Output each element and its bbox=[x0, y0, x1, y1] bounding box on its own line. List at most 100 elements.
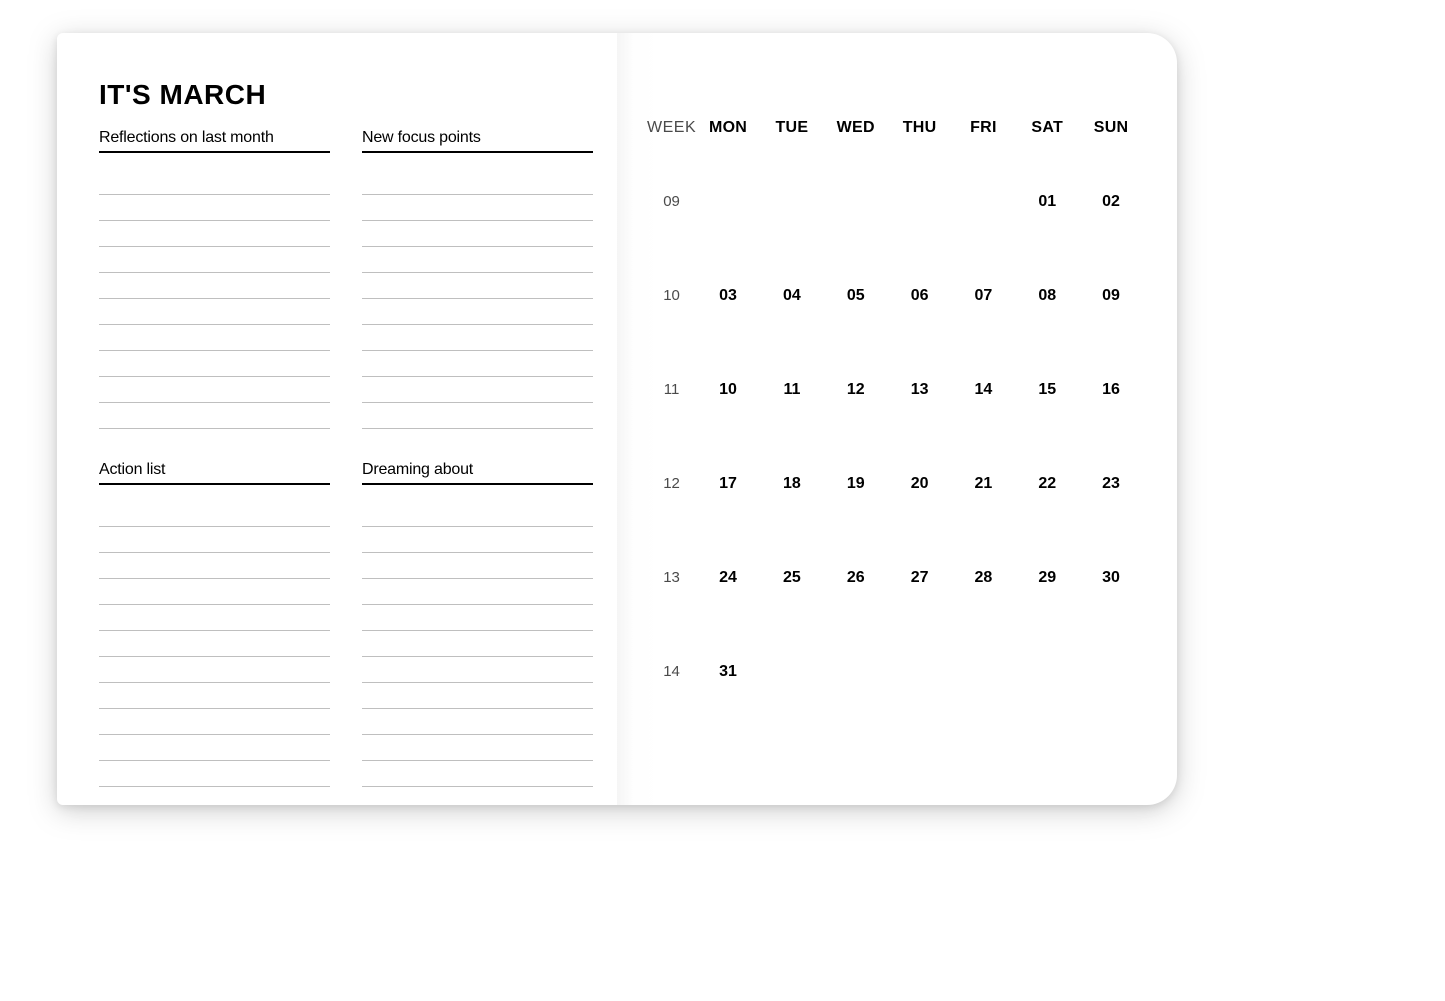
rule-line bbox=[362, 273, 593, 299]
calendar-cell: 04 bbox=[760, 241, 824, 335]
calendar-row: 1003040506070809 bbox=[647, 241, 1143, 335]
rule-line bbox=[99, 527, 330, 553]
writing-lines bbox=[362, 501, 593, 787]
rule-line bbox=[99, 377, 330, 403]
rule-line bbox=[362, 579, 593, 605]
calendar-cell: 15 bbox=[1015, 335, 1079, 429]
calendar-row: 1324252627282930 bbox=[647, 523, 1143, 617]
rule-line bbox=[362, 683, 593, 709]
rule-line bbox=[99, 247, 330, 273]
section-heading: Dreaming about bbox=[362, 461, 593, 485]
calendar-cell: 05 bbox=[824, 241, 888, 335]
section: Dreaming about bbox=[362, 461, 593, 787]
rule-line bbox=[362, 527, 593, 553]
writing-lines bbox=[99, 169, 330, 429]
rule-line bbox=[362, 325, 593, 351]
calendar-cell: 08 bbox=[1015, 241, 1079, 335]
calendar-cell-empty bbox=[952, 147, 1016, 241]
rule-line bbox=[99, 273, 330, 299]
rule-line bbox=[99, 501, 330, 527]
rule-line bbox=[362, 657, 593, 683]
calendar-cell: 23 bbox=[1079, 429, 1143, 523]
left-page: IT'S MARCH Reflections on last month New … bbox=[57, 33, 617, 805]
day-header: FRI bbox=[952, 119, 1016, 147]
right-page: WEEKMONTUEWEDTHUFRISATSUN 09010210030405… bbox=[617, 33, 1177, 805]
calendar-cell: 27 bbox=[888, 523, 952, 617]
rule-line bbox=[362, 709, 593, 735]
calendar-cell: 10 bbox=[696, 335, 760, 429]
calendar-cell-empty bbox=[760, 147, 824, 241]
writing-lines bbox=[362, 169, 593, 429]
calendar-cell-empty bbox=[952, 617, 1016, 711]
rule-line bbox=[362, 169, 593, 195]
planner-spread: IT'S MARCH Reflections on last month New … bbox=[57, 33, 1177, 805]
calendar-cell: 02 bbox=[1079, 147, 1143, 241]
calendar-cell: 30 bbox=[1079, 523, 1143, 617]
page-title: IT'S MARCH bbox=[99, 79, 593, 111]
day-header: SUN bbox=[1079, 119, 1143, 147]
rule-line bbox=[99, 351, 330, 377]
calendar-cell: 18 bbox=[760, 429, 824, 523]
week-header: WEEK bbox=[647, 119, 696, 147]
week-number: 09 bbox=[647, 147, 696, 241]
day-header: THU bbox=[888, 119, 952, 147]
calendar-cell: 22 bbox=[1015, 429, 1079, 523]
calendar-cell: 28 bbox=[952, 523, 1016, 617]
rule-line bbox=[362, 351, 593, 377]
rule-line bbox=[362, 299, 593, 325]
week-number: 10 bbox=[647, 241, 696, 335]
calendar-cell: 29 bbox=[1015, 523, 1079, 617]
rule-line bbox=[362, 247, 593, 273]
rule-line bbox=[99, 735, 330, 761]
calendar-cell: 19 bbox=[824, 429, 888, 523]
calendar-cell-empty bbox=[1015, 617, 1079, 711]
rule-line bbox=[362, 221, 593, 247]
calendar-cell-empty bbox=[888, 617, 952, 711]
rule-line bbox=[362, 553, 593, 579]
calendar-cell: 25 bbox=[760, 523, 824, 617]
calendar-cell: 24 bbox=[696, 523, 760, 617]
rule-line bbox=[99, 169, 330, 195]
calendar-cell: 12 bbox=[824, 335, 888, 429]
calendar-cell-empty bbox=[824, 147, 888, 241]
day-header: WED bbox=[824, 119, 888, 147]
rule-line bbox=[362, 631, 593, 657]
canvas: IT'S MARCH Reflections on last month New … bbox=[0, 0, 1445, 1001]
rule-line bbox=[362, 501, 593, 527]
day-header: TUE bbox=[760, 119, 824, 147]
calendar-cell: 13 bbox=[888, 335, 952, 429]
rule-line bbox=[99, 709, 330, 735]
rule-line bbox=[362, 761, 593, 787]
rule-line bbox=[99, 579, 330, 605]
week-number: 14 bbox=[647, 617, 696, 711]
rule-line bbox=[99, 299, 330, 325]
day-header: MON bbox=[696, 119, 760, 147]
calendar-cell: 21 bbox=[952, 429, 1016, 523]
rule-line bbox=[362, 735, 593, 761]
rule-line bbox=[99, 631, 330, 657]
calendar-cell: 16 bbox=[1079, 335, 1143, 429]
calendar-body: 0901021003040506070809111011121314151612… bbox=[647, 147, 1143, 711]
rule-line bbox=[99, 403, 330, 429]
calendar-cell: 31 bbox=[696, 617, 760, 711]
section-heading: Action list bbox=[99, 461, 330, 485]
rule-line bbox=[99, 657, 330, 683]
section-heading: New focus points bbox=[362, 129, 593, 153]
section: Action list bbox=[99, 461, 330, 787]
calendar-row: 1110111213141516 bbox=[647, 335, 1143, 429]
section: New focus points bbox=[362, 129, 593, 429]
rule-line bbox=[362, 195, 593, 221]
section: Reflections on last month bbox=[99, 129, 330, 429]
calendar-cell: 11 bbox=[760, 335, 824, 429]
day-header: SAT bbox=[1015, 119, 1079, 147]
calendar-cell: 09 bbox=[1079, 241, 1143, 335]
rule-line bbox=[99, 605, 330, 631]
rule-line bbox=[99, 553, 330, 579]
rule-line bbox=[99, 683, 330, 709]
calendar-row: 090102 bbox=[647, 147, 1143, 241]
rule-line bbox=[362, 605, 593, 631]
calendar-cell-empty bbox=[888, 147, 952, 241]
rule-line bbox=[99, 221, 330, 247]
calendar-cell-empty bbox=[696, 147, 760, 241]
rule-line bbox=[99, 195, 330, 221]
